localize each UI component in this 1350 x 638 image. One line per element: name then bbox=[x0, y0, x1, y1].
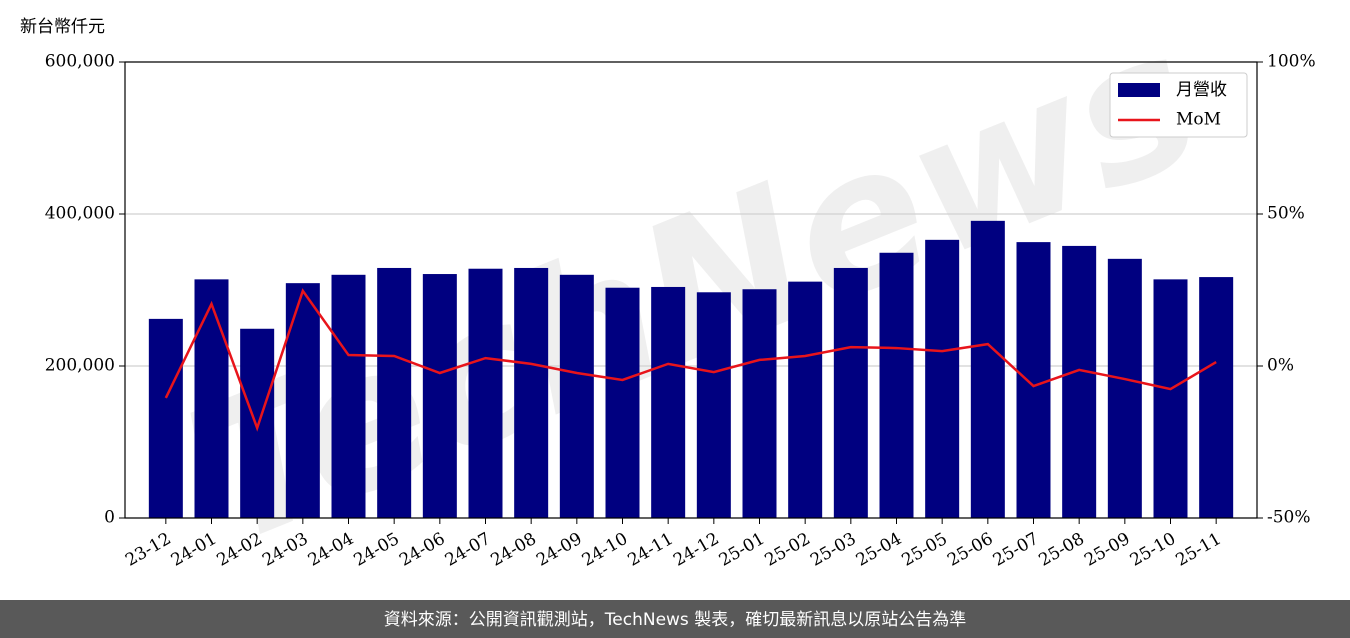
legend-swatch bbox=[1118, 83, 1160, 97]
x-tick-label: 25-08 bbox=[1035, 529, 1087, 571]
bar bbox=[559, 274, 594, 518]
bar bbox=[605, 287, 640, 518]
y2-tick-label: -50% bbox=[1267, 508, 1311, 528]
bar bbox=[1107, 258, 1142, 518]
bar bbox=[148, 318, 183, 518]
bar bbox=[1153, 279, 1188, 518]
bar bbox=[285, 283, 320, 518]
bar bbox=[696, 292, 731, 518]
bar bbox=[970, 220, 1005, 518]
bar bbox=[240, 328, 275, 518]
x-tick-label: 24-12 bbox=[670, 529, 722, 571]
x-tick-label: 25-07 bbox=[990, 529, 1042, 571]
bar bbox=[651, 286, 686, 518]
x-tick-label: 24-01 bbox=[168, 529, 220, 571]
y-tick-label: 0 bbox=[104, 508, 115, 528]
y-tick-label: 400,000 bbox=[45, 204, 115, 224]
x-tick-label: 24-07 bbox=[442, 529, 494, 571]
x-tick-label: 24-10 bbox=[579, 529, 631, 571]
bar bbox=[1062, 245, 1097, 519]
footer-bar bbox=[0, 600, 1350, 638]
x-tick-label: 25-11 bbox=[1172, 529, 1224, 571]
x-tick-label: 25-04 bbox=[853, 529, 905, 571]
y-axis-label: 新台幣仟元 bbox=[20, 17, 105, 37]
x-tick-label: 24-06 bbox=[396, 529, 448, 571]
bar bbox=[1199, 277, 1234, 518]
bar bbox=[925, 239, 960, 518]
line bbox=[164, 288, 1217, 432]
bar bbox=[468, 268, 503, 518]
x-tick-label: 24-09 bbox=[533, 529, 585, 571]
x-tick-label: 24-11 bbox=[624, 529, 676, 571]
y2-tick-label: 100% bbox=[1267, 52, 1316, 72]
x-tick-label: 25-05 bbox=[898, 529, 950, 571]
y-tick-label: 200,000 bbox=[45, 356, 115, 376]
bar bbox=[879, 252, 914, 518]
bar bbox=[377, 267, 412, 518]
legend-label: 月營收 bbox=[1176, 80, 1227, 100]
bar bbox=[788, 281, 823, 518]
plot-frame bbox=[124, 61, 1258, 519]
bar bbox=[422, 274, 457, 518]
x-tick-label: 23-12 bbox=[122, 529, 174, 571]
x-tick-label: 25-09 bbox=[1081, 529, 1133, 571]
bar bbox=[514, 267, 549, 518]
bar bbox=[833, 267, 868, 518]
x-tick-label: 25-02 bbox=[761, 529, 813, 571]
bar bbox=[194, 279, 229, 518]
bar bbox=[742, 289, 777, 518]
y-tick-label: 600,000 bbox=[45, 52, 115, 72]
x-tick-label: 25-01 bbox=[716, 529, 768, 571]
x-tick-label: 25-03 bbox=[807, 529, 859, 571]
x-tick-label: 25-06 bbox=[944, 529, 996, 571]
x-tick-label: 24-08 bbox=[487, 529, 539, 571]
footer-text: 資料來源：公開資訊觀測站，TechNews 製表，確切最新訊息以原站公告為準 bbox=[384, 610, 966, 630]
bar bbox=[331, 274, 366, 518]
legend-label: MoM bbox=[1176, 110, 1221, 130]
bar bbox=[1016, 242, 1051, 518]
y2-tick-label: 50% bbox=[1267, 204, 1305, 224]
y2-tick-label: 0% bbox=[1267, 356, 1294, 376]
x-tick-label: 25-10 bbox=[1127, 529, 1179, 571]
